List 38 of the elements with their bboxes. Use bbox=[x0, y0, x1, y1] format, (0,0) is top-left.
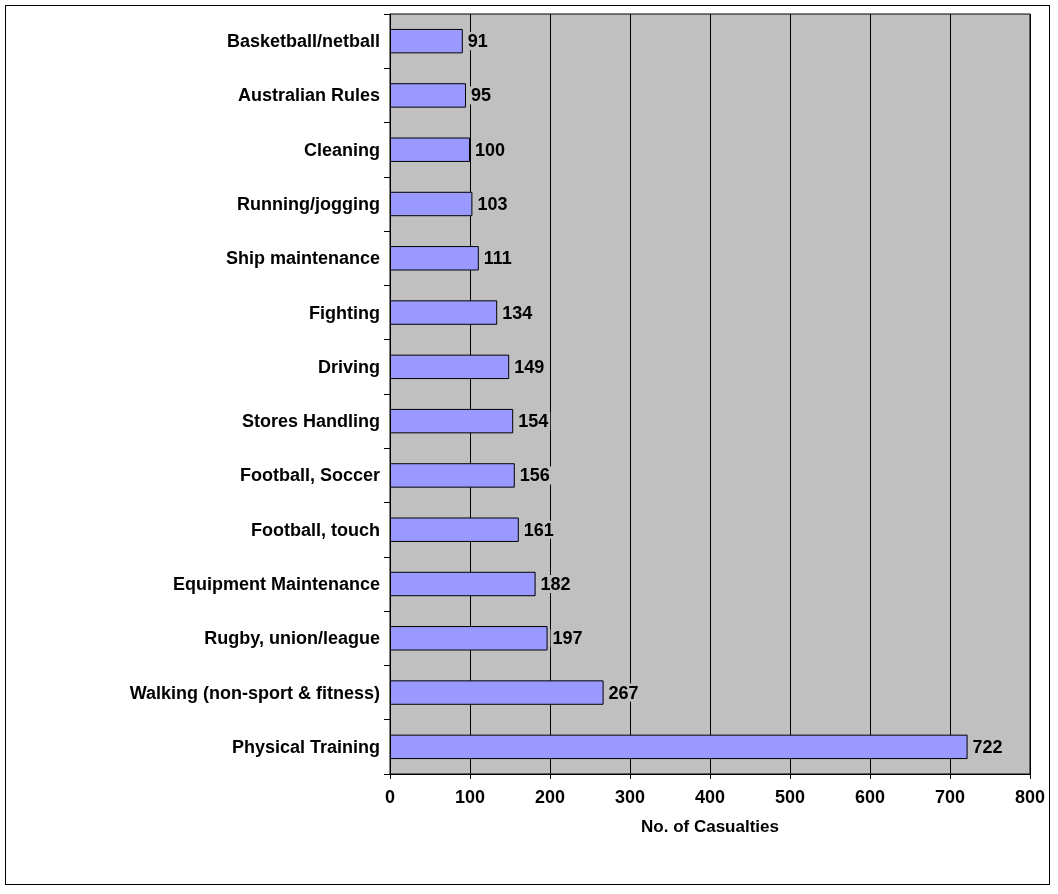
data-label: 103 bbox=[477, 194, 508, 214]
x-tick-label: 100 bbox=[454, 787, 486, 807]
data-label: 95 bbox=[471, 85, 492, 106]
x-tick-label: 800 bbox=[1014, 787, 1046, 807]
y-tick-label: Walking (non-sport & fitness) bbox=[129, 682, 380, 703]
y-tick-label: Rugby, union/league bbox=[204, 628, 380, 649]
y-tick-label: Equipment Maintenance bbox=[172, 574, 380, 594]
data-label: 161 bbox=[523, 519, 554, 540]
y-tick-label: Stores Handling bbox=[241, 411, 380, 432]
data-label: 111 bbox=[483, 248, 512, 269]
y-tick-label: Football, touch bbox=[251, 519, 380, 540]
y-tick-label: Australian Rules bbox=[237, 85, 380, 106]
y-tick-label: Ship maintenance bbox=[225, 248, 380, 269]
data-label: 182 bbox=[540, 574, 571, 594]
y-tick-label: Cleaning bbox=[303, 139, 380, 160]
y-tick-label: Physical Training bbox=[231, 736, 380, 757]
data-label: 149 bbox=[514, 356, 545, 377]
data-label: 156 bbox=[519, 465, 550, 486]
data-label: 197 bbox=[552, 628, 583, 649]
data-label: 91 bbox=[467, 31, 488, 52]
x-tick-label: 200 bbox=[534, 787, 566, 807]
data-label: 154 bbox=[518, 411, 549, 432]
y-tick-label: Running/jogging bbox=[237, 194, 380, 214]
data-label: 722 bbox=[972, 736, 1003, 757]
y-tick-label: Basketball/netball bbox=[226, 31, 380, 52]
data-label: 134 bbox=[502, 302, 533, 323]
data-label: 267 bbox=[608, 682, 639, 703]
y-tick-label: Football, Soccer bbox=[239, 465, 380, 486]
x-tick-label: 400 bbox=[694, 787, 726, 807]
x-axis-title: No. of Casualties bbox=[641, 817, 779, 836]
y-tick-label: Fighting bbox=[309, 302, 380, 323]
x-tick-label: 300 bbox=[614, 787, 646, 807]
x-tick-label: 600 bbox=[854, 787, 886, 807]
x-tick-label: 700 bbox=[934, 787, 966, 807]
x-tick-label: 500 bbox=[774, 787, 806, 807]
data-label: 100 bbox=[475, 139, 506, 160]
y-tick-label: Driving bbox=[317, 356, 380, 377]
x-tick-label: 0 bbox=[384, 787, 396, 807]
